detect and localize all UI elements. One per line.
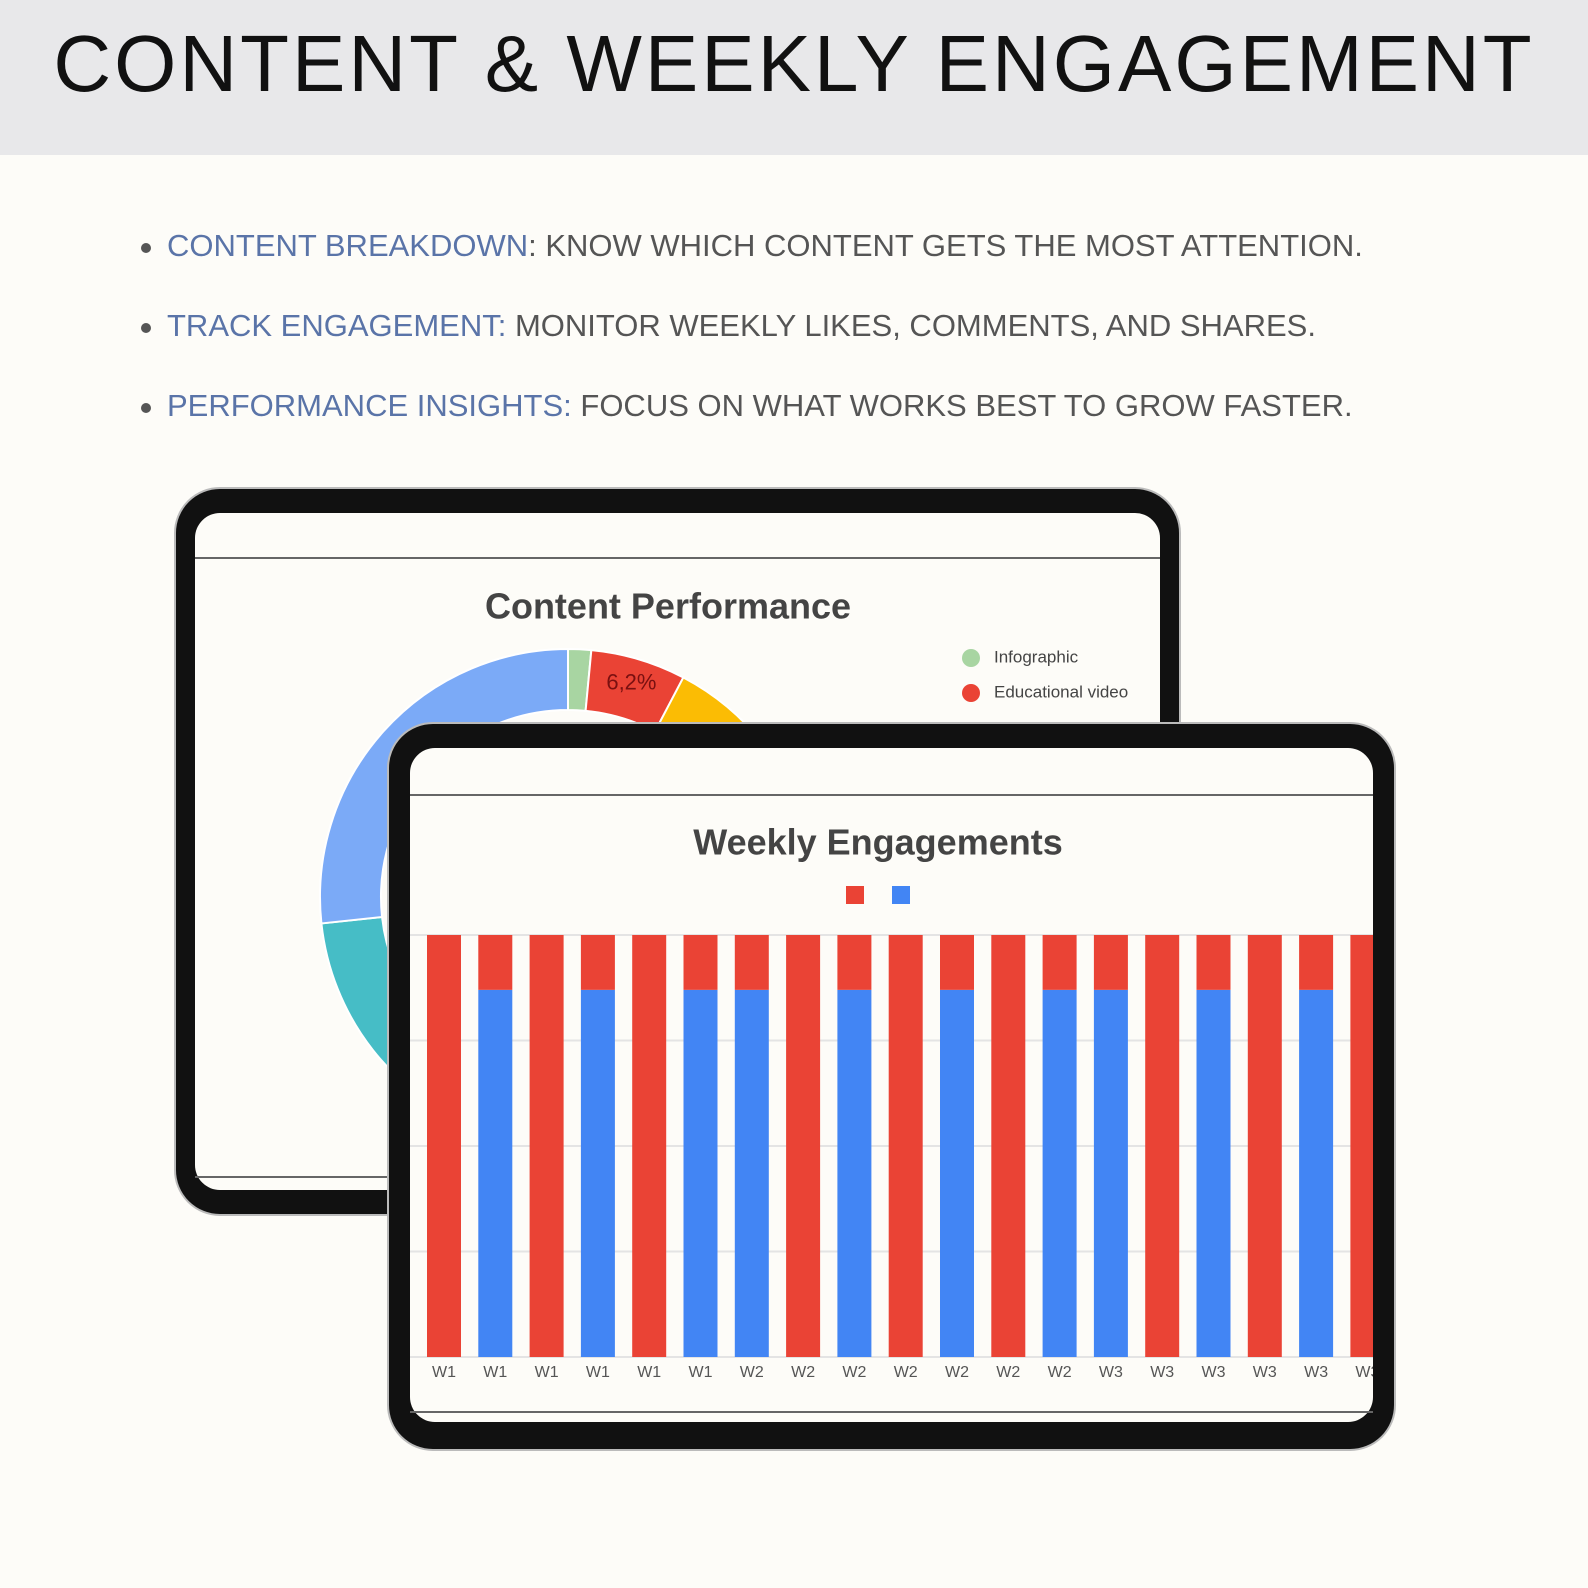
bar-segment: [1042, 935, 1077, 990]
bar-segment: [478, 935, 513, 990]
bar-segment: [1042, 989, 1077, 1357]
x-tick-label: W2: [945, 1364, 969, 1381]
x-tick-label: W2: [740, 1364, 764, 1381]
x-tick-label: W1: [432, 1364, 456, 1381]
bar-segment: [1196, 989, 1231, 1357]
legend-label: Educational video: [994, 682, 1128, 701]
bar-segment: [580, 935, 615, 990]
bar-segment: [888, 935, 923, 1357]
bar-segment: [580, 989, 615, 1357]
bullet-text: FOCUS ON WHAT WORKS BEST TO GROW FASTER.: [572, 388, 1353, 423]
bar-segment: [683, 935, 718, 990]
legend-marker: [962, 684, 980, 702]
bar-segment: [1350, 935, 1373, 1357]
bar-segment: [1196, 935, 1231, 990]
bar-segment: [837, 935, 872, 990]
x-tick-label: W1: [586, 1364, 610, 1381]
bar-segment: [683, 989, 718, 1357]
bar-segment: [529, 935, 564, 1357]
bar-segment: [1093, 989, 1128, 1357]
x-tick-label: W2: [842, 1364, 866, 1381]
bar-segment: [786, 935, 821, 1357]
bar-segment: [940, 935, 974, 990]
slice-label: 6,2%: [606, 670, 656, 695]
page-title: CONTENT & WEEKLY ENGAGEMENT: [53, 19, 1534, 108]
x-tick-label: W1: [637, 1364, 661, 1381]
bar-segment: [1093, 935, 1128, 990]
bullet: TRACK ENGAGEMENT: MONITOR WEEKLY LIKES, …: [167, 308, 1316, 343]
bullet-dot: [141, 243, 151, 253]
bullet-text: : KNOW WHICH CONTENT GETS THE MOST ATTEN…: [528, 228, 1363, 263]
bar-segment: [734, 935, 769, 990]
x-tick-label: W2: [791, 1364, 815, 1381]
chart-title: Content Performance: [485, 586, 851, 627]
bar-chart: W1 W1 W1 W1 W1 W1 W2 W2 W2 W2 W2 W2 W2 W3 W3 W3 W3 W3 W3: [410, 934, 1379, 1381]
x-tick-label: W3: [1099, 1364, 1123, 1381]
bar-segment: [1299, 989, 1334, 1357]
bar-segment: [478, 989, 513, 1357]
bar-segment: [940, 989, 974, 1357]
legend-marker: [846, 886, 864, 904]
bullet-label: CONTENT BREAKDOWN: [167, 228, 528, 263]
legend-marker: [962, 649, 980, 667]
x-tick-label: W1: [535, 1364, 559, 1381]
bar-segment: [1247, 935, 1282, 1357]
bullet: PERFORMANCE INSIGHTS: FOCUS ON WHAT WORK…: [167, 388, 1353, 423]
bullet-text: MONITOR WEEKLY LIKES, COMMENTS, AND SHAR…: [506, 308, 1316, 343]
front-tablet: Weekly Engagements W1 W1 W1 W1 W1 W1 W2 W2 W2 W2 W…: [387, 722, 1396, 1451]
x-tick-label: W3: [1202, 1364, 1226, 1381]
x-tick-label: W3: [1150, 1364, 1174, 1381]
header-band: [0, 0, 1588, 155]
bullets: CONTENT BREAKDOWN: KNOW WHICH CONTENT GE…: [141, 228, 1363, 423]
x-tick-label: W2: [894, 1364, 918, 1381]
bar-segment: [1145, 935, 1180, 1357]
bar-segment: [991, 935, 1026, 1357]
bullet-dot: [141, 323, 151, 333]
bullet-label: PERFORMANCE INSIGHTS:: [167, 388, 572, 423]
chart-title: Weekly Engagements: [693, 822, 1062, 863]
bar-segment: [427, 935, 461, 1357]
bar-segment: [734, 989, 769, 1357]
bar-segment: [1299, 935, 1334, 990]
legend-label: Infographic: [994, 647, 1079, 666]
x-tick-label: W3: [1355, 1364, 1379, 1381]
x-tick-label: W2: [1048, 1364, 1072, 1381]
bullet-dot: [141, 403, 151, 413]
x-tick-label: W1: [689, 1364, 713, 1381]
bullet: CONTENT BREAKDOWN: KNOW WHICH CONTENT GE…: [167, 228, 1363, 263]
x-tick-label: W2: [996, 1364, 1020, 1381]
bullet-label: TRACK ENGAGEMENT:: [167, 308, 506, 343]
bar-segment: [632, 935, 667, 1357]
x-tick-label: W3: [1253, 1364, 1277, 1381]
legend-marker: [892, 886, 910, 904]
x-tick-label: W3: [1304, 1364, 1328, 1381]
bar-segment: [837, 989, 872, 1357]
x-tick-label: W1: [483, 1364, 507, 1381]
